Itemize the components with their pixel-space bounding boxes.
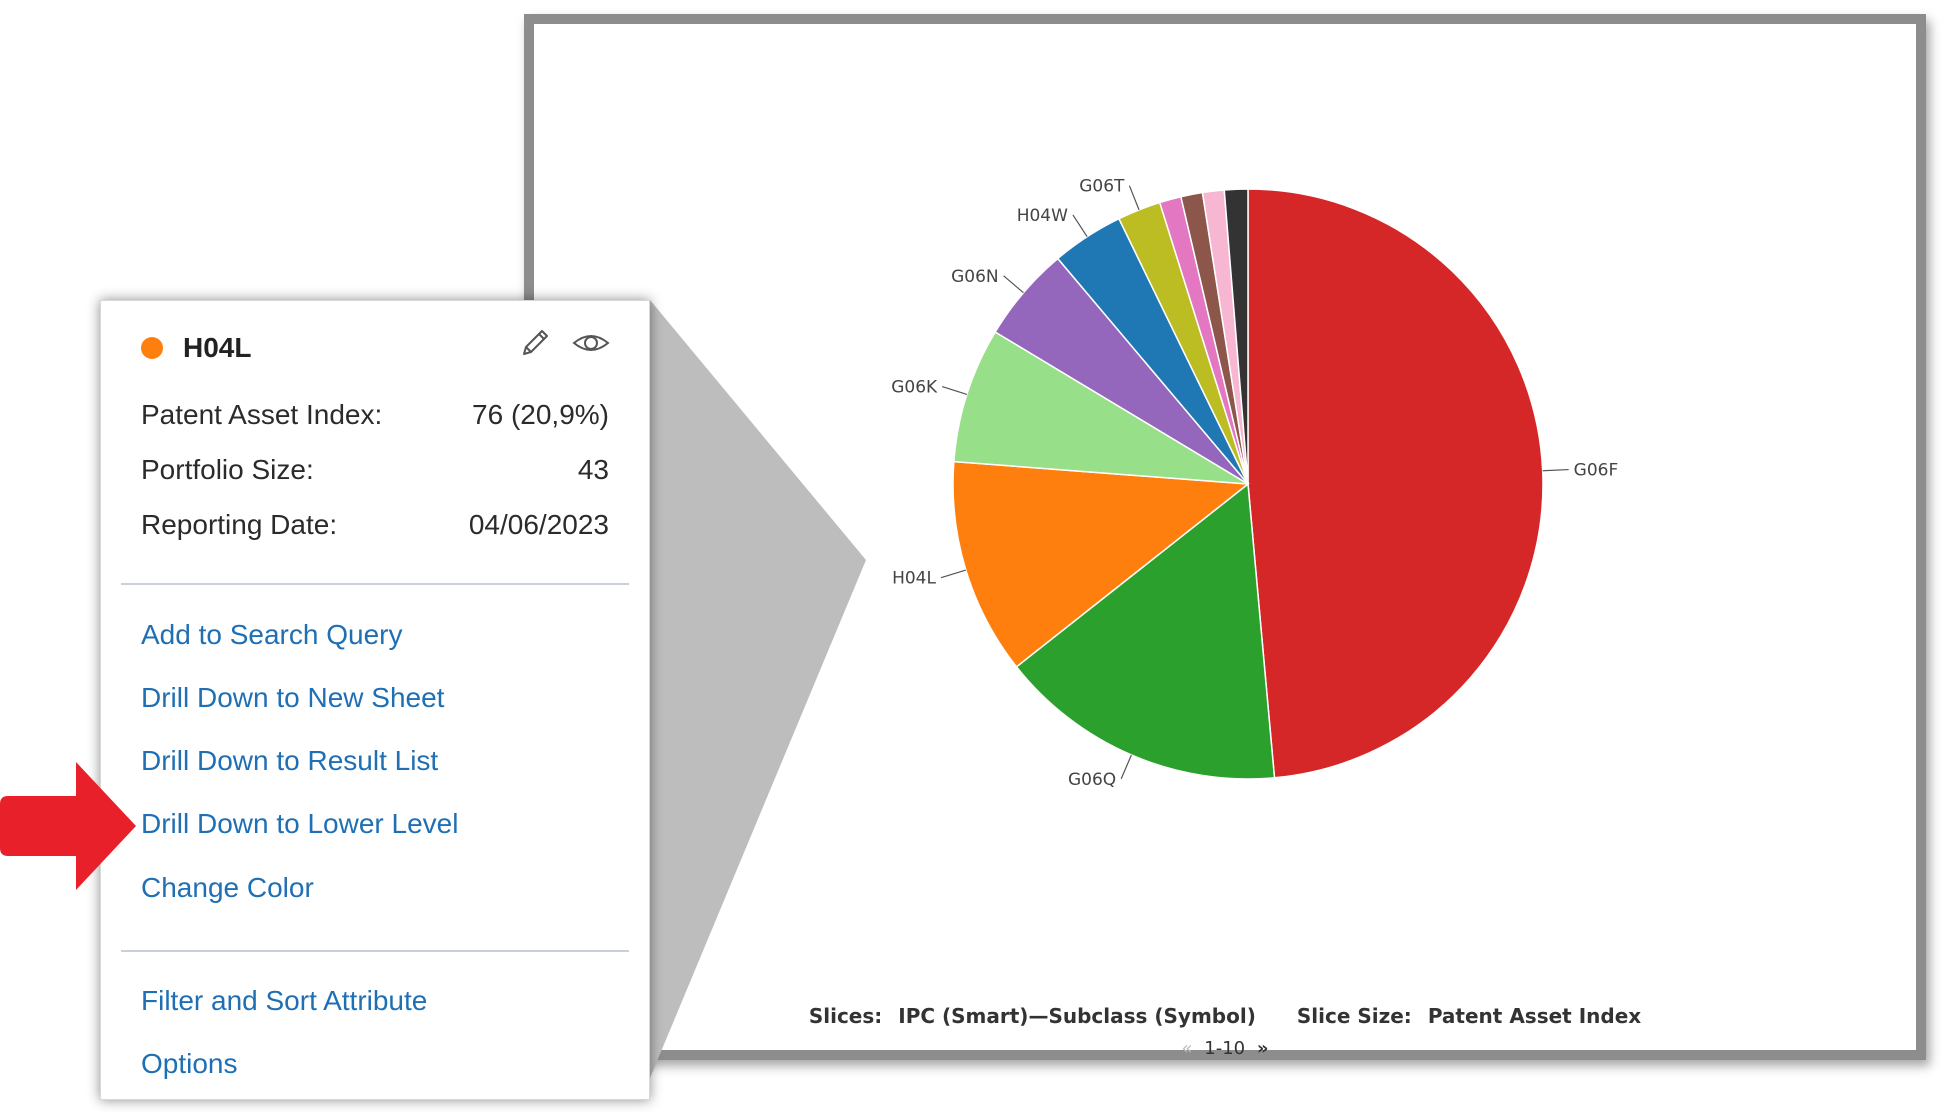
pie-slice-other-10[interactable] [1223, 188, 1249, 485]
options-link[interactable]: Options [141, 1048, 238, 1079]
pager-prev-button[interactable]: « [1181, 1038, 1193, 1059]
popup-divider [121, 583, 629, 585]
field-value: 76 (20,9%) [472, 399, 609, 430]
slice-label-leader [1128, 185, 1140, 211]
field-reporting-date: Reporting Date: 04/06/2023 [141, 509, 609, 541]
chart-panel: G06F G06Q H04L G06K G06N H04W G06T Slices: IPC … [524, 14, 1926, 1060]
chart-footer: Slices: IPC (Smart)—Subclass (Symbol) Sli… [534, 1004, 1916, 1028]
pager-range: 1-10 [1204, 1038, 1246, 1059]
pie-chart: G06F G06Q H04L G06K G06N H04W G06T [891, 177, 1619, 790]
slices-value: IPC (Smart)—Subclass (Symbol) [898, 1004, 1256, 1028]
slice-size-label: Slice Size: [1296, 1004, 1412, 1028]
change-color-link[interactable]: Change Color [141, 872, 314, 903]
eye-icon[interactable] [571, 325, 611, 366]
slice-size-value: Patent Asset Index [1427, 1004, 1642, 1028]
slice-label-h04w: H04W [1017, 206, 1068, 226]
pie-slice-g06f[interactable] [1247, 188, 1544, 779]
drill-down-new-sheet-link[interactable]: Drill Down to New Sheet [141, 682, 445, 713]
slice-label-h04l: H04L [892, 569, 936, 589]
popup-title: H04L [183, 332, 252, 363]
slice-label-g06n: G06N [951, 267, 999, 287]
slice-label-leader [940, 569, 967, 579]
field-portfolio-size: Portfolio Size: 43 [141, 454, 609, 486]
field-patent-asset-index: Patent Asset Index: 76 (20,9%) [141, 399, 609, 431]
slice-label-leader [941, 385, 968, 395]
pencil-icon[interactable] [517, 325, 553, 366]
slice-label-g06q: G06Q [1068, 770, 1116, 790]
pager: « 1-10 » [534, 1038, 1916, 1059]
field-label: Portfolio Size: [141, 454, 314, 485]
field-label: Reporting Date: [141, 509, 338, 540]
red-arrow-icon [0, 762, 136, 890]
filter-sort-attribute-link[interactable]: Filter and Sort Attribute [141, 985, 428, 1016]
pie-slice-g06q[interactable] [1015, 482, 1276, 780]
slices-label: Slices: [808, 1004, 883, 1028]
slice-label-leader [1072, 214, 1088, 238]
slice-label-g06t: G06T [1079, 177, 1125, 197]
slice-color-dot [141, 337, 163, 359]
field-label: Patent Asset Index: [141, 399, 383, 430]
slice-label-g06f: G06F [1574, 461, 1619, 481]
field-value: 43 [577, 454, 609, 485]
pager-next-button[interactable]: » [1256, 1038, 1269, 1059]
popup-divider [121, 950, 629, 952]
slice-label-leader [1003, 275, 1024, 294]
add-to-search-query-link[interactable]: Add to Search Query [141, 619, 403, 650]
drill-down-lower-level-link[interactable]: Drill Down to Lower Level [141, 808, 459, 839]
slice-label-leader [1120, 754, 1132, 780]
slice-label-g06k: G06K [891, 378, 938, 398]
field-value: 04/06/2023 [468, 509, 609, 540]
popup-header: H04L [141, 332, 252, 363]
slice-label-leader [1542, 468, 1569, 472]
drill-down-result-list-link[interactable]: Drill Down to Result List [141, 745, 439, 776]
slice-context-popup: H04L Patent Asset Index: 76 (20,9%) Port… [100, 300, 650, 1100]
